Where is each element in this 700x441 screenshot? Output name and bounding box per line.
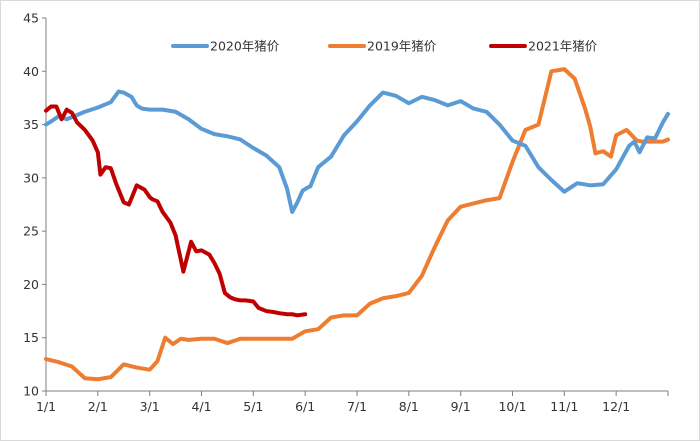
x-tick-label: 9/1 (451, 399, 471, 414)
x-tick-label: 2/1 (88, 399, 108, 414)
axes (42, 17, 669, 396)
y-tick-label: 30 (23, 170, 39, 185)
x-tick-label: 3/1 (140, 399, 160, 414)
y-tick-label: 45 (23, 11, 39, 26)
legend: 2020年猪价 2019年猪价 2021年猪价 (171, 39, 598, 54)
x-tick-label: 11/1 (550, 399, 578, 414)
y-tick-label: 25 (23, 224, 39, 239)
x-tick-label: 5/1 (243, 399, 263, 414)
x-tick-label: 8/1 (399, 399, 419, 414)
x-tick-label: 12/1 (602, 399, 630, 414)
y-tick-label: 20 (23, 277, 39, 292)
legend-label-2: 2021年猪价 (528, 39, 598, 54)
x-tick-labels: 1/1 2/1 3/1 4/1 5/1 6/1 7/1 8/1 9/1 10/1 11/1 12/1 (36, 399, 630, 414)
series-line-1 (44, 67, 670, 382)
x-tick-label: 6/1 (295, 399, 315, 414)
y-tick-label: 40 (23, 64, 39, 79)
x-tick-label: 10/1 (498, 399, 526, 414)
series-line-2 (44, 104, 308, 318)
x-tick-label: 4/1 (191, 399, 211, 414)
y-tick-labels: 10 15 20 25 30 35 40 45 (23, 11, 39, 399)
legend-label-0: 2020年猪价 (210, 39, 280, 54)
legend-label-1: 2019年猪价 (367, 39, 437, 54)
series-lines (44, 67, 670, 382)
x-tick-label: 1/1 (36, 399, 56, 414)
series-line-0 (44, 89, 670, 214)
y-tick-label: 35 (23, 117, 39, 132)
x-tick-label: 7/1 (347, 399, 367, 414)
y-tick-label: 10 (23, 384, 39, 399)
y-tick-label: 15 (23, 330, 39, 345)
